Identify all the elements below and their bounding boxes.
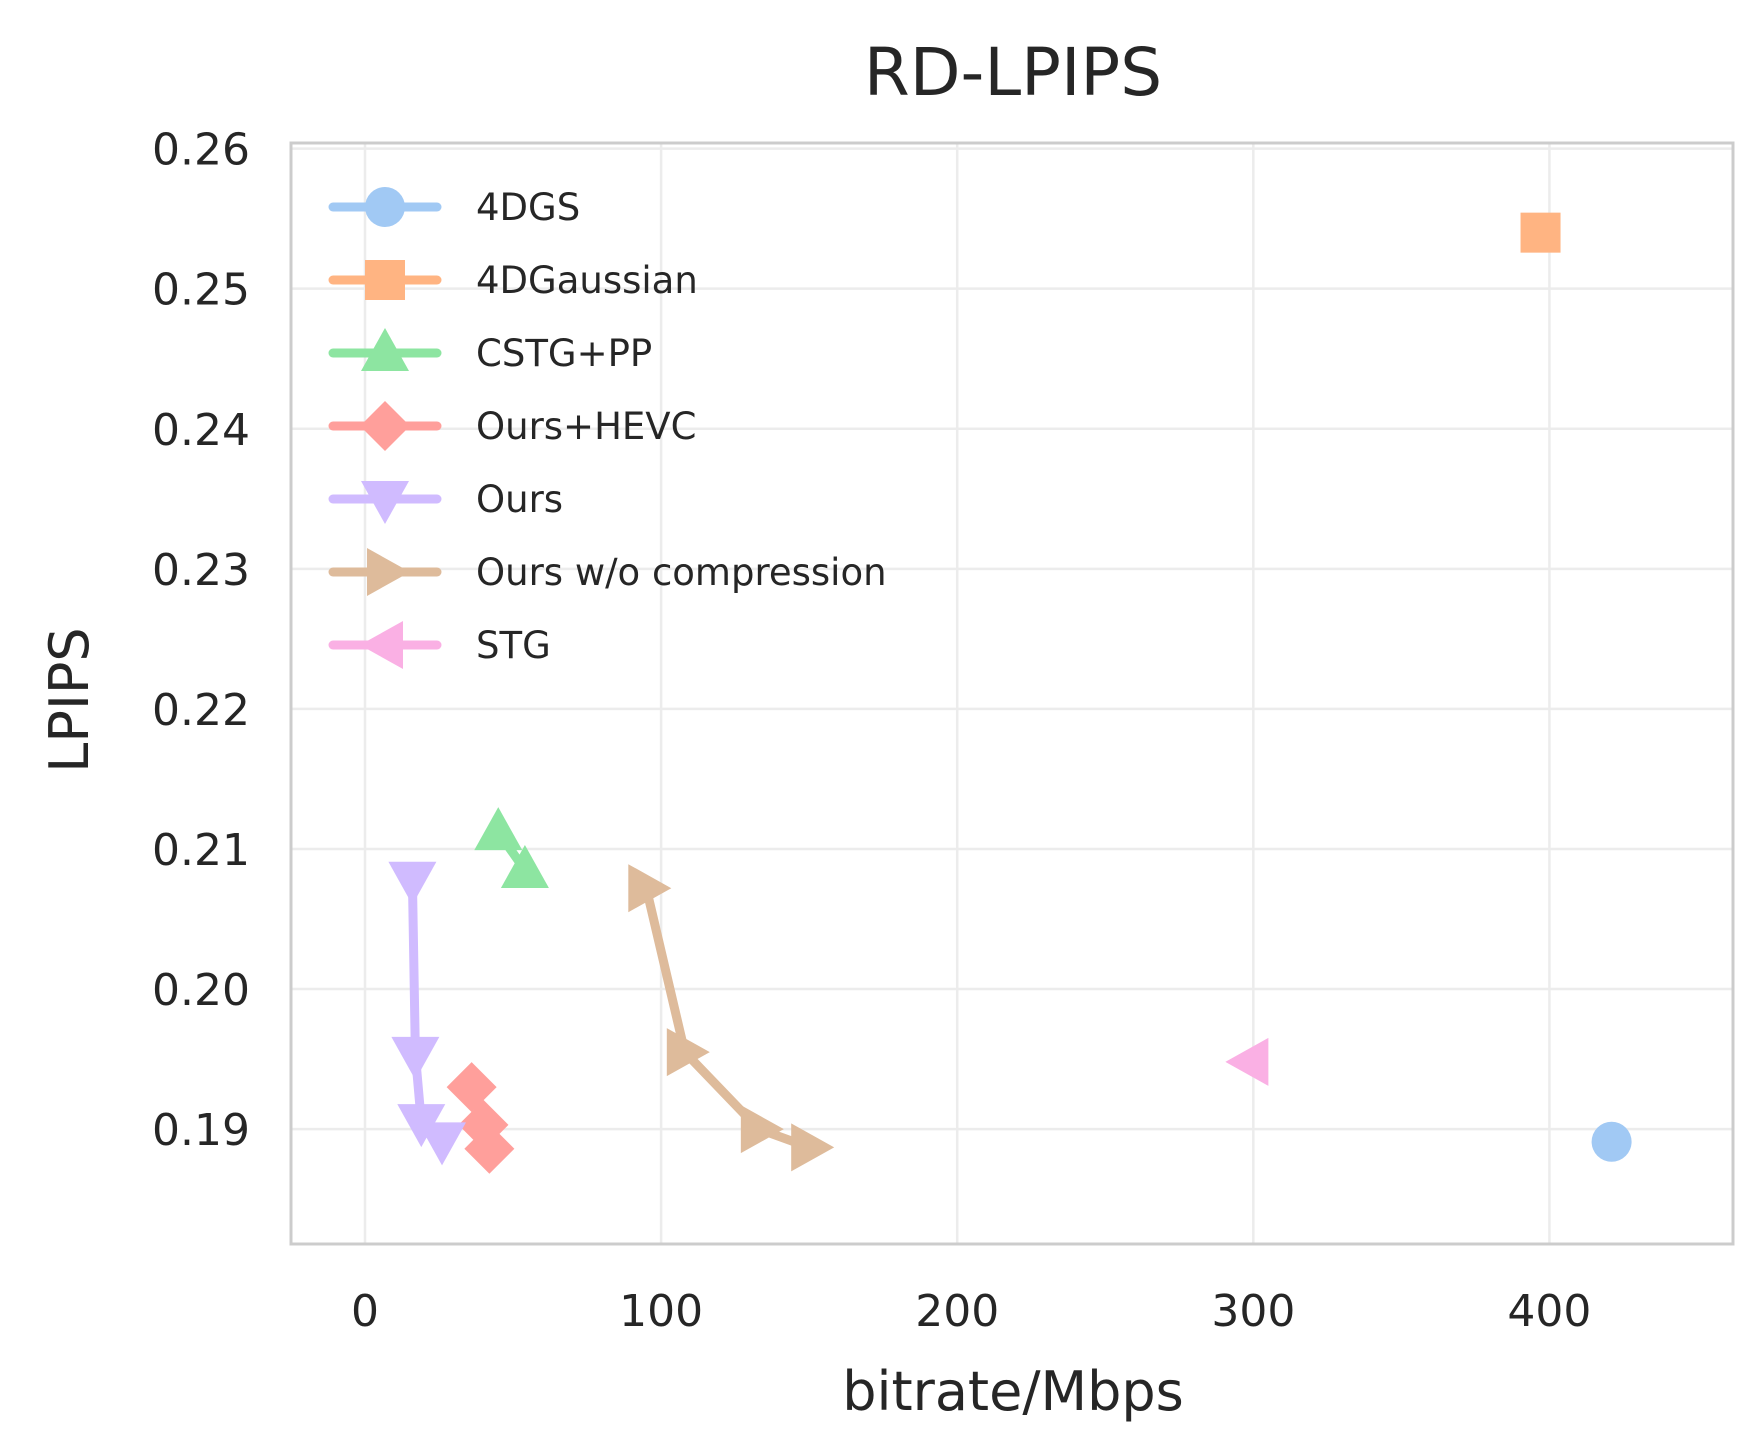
- data-point: [628, 864, 672, 913]
- data-point: [791, 1123, 835, 1172]
- legend-marker: [360, 401, 410, 451]
- legend[interactable]: 4DGS 4DGaussian CSTG+PP Ours+HEVC Ours Ours w…: [328, 186, 887, 669]
- data-point: [418, 1122, 467, 1166]
- data-point: [1520, 212, 1561, 253]
- x-tick-label: 400: [1507, 1286, 1591, 1337]
- data-point: [1225, 1037, 1269, 1086]
- x-tick-label: 100: [619, 1286, 703, 1337]
- data-point: [500, 844, 549, 888]
- plot-frame: [289, 141, 1735, 1246]
- data-point: [1591, 1121, 1632, 1162]
- y-tick-label: 0.24: [152, 405, 250, 456]
- legend-label: Ours: [476, 478, 563, 521]
- legend-marker: [365, 260, 405, 300]
- y-tick-label: 0.26: [152, 125, 250, 176]
- legend-entry-ours[interactable]: Ours: [328, 478, 563, 524]
- legend-marker: [360, 621, 403, 669]
- legend-marker: [367, 548, 410, 596]
- legend-label: CSTG+PP: [476, 332, 652, 375]
- data-point: [464, 1123, 515, 1174]
- legend-entry-ours-hevc[interactable]: Ours+HEVC: [328, 401, 696, 451]
- y-axis-label: LPIPS: [38, 627, 101, 772]
- data-point: [474, 807, 523, 851]
- series-ours-hevc: [446, 1062, 515, 1174]
- data-point: [446, 1062, 497, 1113]
- y-tick-label: 0.25: [152, 265, 250, 316]
- legend-label: 4DGaussian: [476, 259, 698, 302]
- legend-label: Ours w/o compression: [476, 551, 887, 594]
- x-tick-label: 200: [915, 1286, 999, 1337]
- x-tick-label: 300: [1211, 1286, 1295, 1337]
- y-tick-label: 0.23: [152, 545, 250, 596]
- series-line: [641, 883, 814, 1152]
- series-4dgs: [1591, 1121, 1632, 1162]
- series-stg: [1225, 1037, 1269, 1086]
- legend-marker: [365, 187, 405, 227]
- grid: [291, 143, 1733, 1244]
- data-point: [388, 861, 437, 905]
- legend-label: STG: [476, 624, 551, 667]
- x-tick-label: 0: [351, 1286, 379, 1337]
- legend-label: 4DGS: [476, 186, 580, 229]
- y-tick-label: 0.21: [152, 825, 250, 876]
- data-point: [391, 1036, 440, 1080]
- legend-entry-4dgs[interactable]: 4DGS: [328, 186, 580, 229]
- y-tick-label: 0.20: [152, 965, 250, 1016]
- legend-entry-cstg-pp[interactable]: CSTG+PP: [328, 328, 652, 375]
- legend-entry-4dgaussian[interactable]: 4DGaussian: [328, 259, 698, 302]
- y-tick-label: 0.22: [152, 685, 250, 736]
- y-tick-label: 0.19: [152, 1105, 250, 1156]
- legend-marker: [361, 481, 409, 524]
- x-axis-label: bitrate/Mbps: [842, 1360, 1184, 1423]
- ticks: 0 100 200 300 400 0.19 0.20 0.21 0.22 0.23 0.24 0.2…: [152, 125, 1591, 1337]
- series-layer: [388, 212, 1632, 1174]
- legend-entry-ours-w-o-compression[interactable]: Ours w/o compression: [328, 548, 887, 596]
- legend-entry-stg[interactable]: STG: [328, 621, 551, 669]
- data-point: [666, 1028, 710, 1077]
- data-point: [740, 1105, 784, 1154]
- series-cstg-pp: [474, 807, 549, 888]
- legend-label: Ours+HEVC: [476, 405, 696, 448]
- legend-marker: [361, 328, 409, 371]
- chart-title: RD-LPIPS: [864, 34, 1162, 111]
- series-4dgaussian: [1520, 212, 1561, 253]
- series-ours: [388, 861, 467, 1166]
- series-ours-w-o-compression: [628, 864, 835, 1172]
